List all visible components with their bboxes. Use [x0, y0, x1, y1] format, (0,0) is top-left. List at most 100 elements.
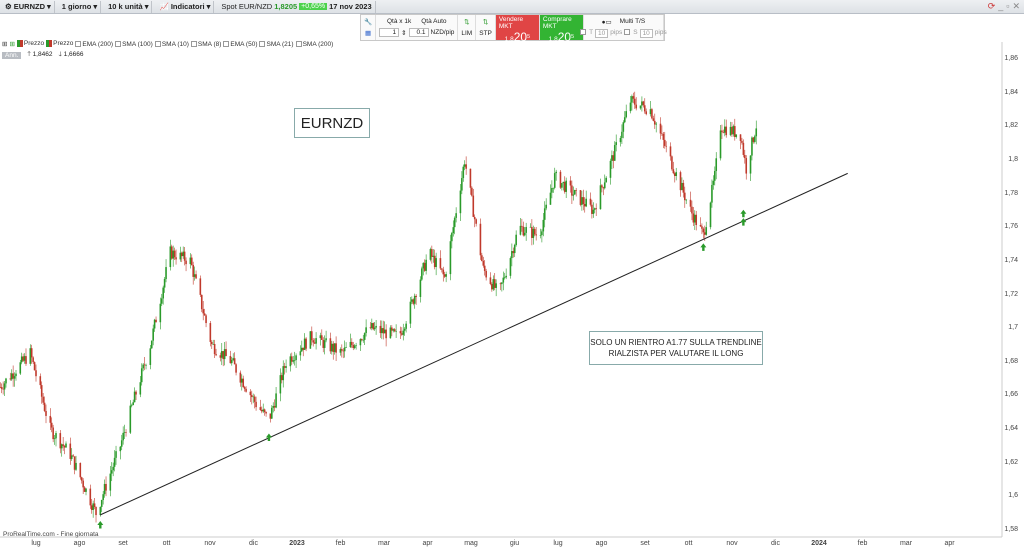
multi-toggle[interactable]: ●▭ — [601, 18, 612, 26]
s-input[interactable]: 10 — [639, 28, 653, 38]
stp-button[interactable]: ⇅ STP — [476, 15, 496, 40]
candle-body — [583, 204, 586, 207]
candle-body — [342, 350, 345, 352]
candle-body — [10, 373, 13, 380]
indicator-sma21[interactable]: SMA (21) — [259, 41, 294, 48]
candle-body — [533, 228, 536, 235]
candle-body — [612, 155, 615, 161]
indicator-sma200[interactable]: SMA (200) — [295, 41, 333, 48]
symbol-icon: ⚙ — [5, 2, 12, 11]
candle-body — [542, 219, 545, 232]
timeframe-selector[interactable]: 1 giorno ▾ — [59, 0, 102, 13]
candle-body — [335, 343, 337, 353]
candle-body — [225, 349, 227, 357]
candle-body — [105, 483, 107, 491]
buy-market-button[interactable]: Comprare MKT 1,8205 — [539, 15, 584, 44]
candle-body — [541, 231, 543, 236]
candle-body — [319, 335, 322, 339]
t-input[interactable]: 10 — [595, 28, 609, 38]
x-tick-label: ott — [162, 540, 171, 547]
candle-body — [371, 323, 373, 329]
candle-body — [195, 274, 197, 279]
candle-body — [173, 250, 176, 258]
t-checkbox[interactable] — [580, 28, 587, 35]
qty-auto-button[interactable]: Qtà Auto — [421, 17, 447, 25]
lim-button[interactable]: ⇅ LIM — [458, 15, 477, 40]
x-tick-label: 2024 — [811, 540, 827, 547]
buy-price-small: 1,8 — [548, 36, 558, 43]
chart-title-box[interactable]: EURNZD — [294, 108, 370, 138]
units-selector[interactable]: 10 k unità ▾ — [105, 0, 153, 13]
candle-body — [20, 356, 23, 363]
trendline — [100, 172, 848, 516]
candle-body — [353, 345, 356, 349]
keyboard-icon[interactable]: ▦ — [364, 30, 372, 38]
candle-body — [752, 137, 755, 142]
s-checkbox[interactable] — [624, 28, 631, 35]
zoom-in-icon[interactable]: ⊞ — [2, 41, 8, 48]
candle-body — [222, 351, 225, 360]
symbol-selector[interactable]: ⚙ EURNZD ▾ — [2, 0, 55, 13]
candle-body — [5, 378, 7, 384]
candle-body — [713, 171, 716, 181]
candle-body — [409, 301, 412, 324]
pip-input[interactable]: 0.1 — [408, 28, 429, 38]
wrench-icon[interactable]: 🔧 — [364, 18, 373, 26]
restore-icon[interactable]: ▫ — [1006, 1, 1010, 11]
candle-body — [89, 488, 92, 506]
candle-body — [483, 265, 486, 271]
candle-body — [185, 260, 187, 265]
qty-input[interactable]: 1 — [379, 28, 400, 38]
candle-body — [725, 126, 728, 136]
candle-body — [80, 477, 83, 481]
candle-body — [629, 102, 632, 112]
y-tick-label: 1,86 — [1004, 55, 1018, 62]
indicator-sma8[interactable]: SMA (8) — [190, 41, 221, 48]
candle-body — [283, 366, 286, 368]
candle-body — [33, 362, 36, 371]
indicator-price-1[interactable]: Prezzo — [16, 40, 44, 48]
candle-body — [589, 198, 592, 205]
candle-body — [229, 356, 232, 364]
stepper-icon[interactable]: ⇕ — [401, 29, 407, 37]
candle-body — [72, 455, 74, 457]
indicator-sma100[interactable]: SMA (100) — [115, 41, 153, 48]
candle-body — [585, 198, 587, 207]
add-icon[interactable]: ⊞ — [9, 41, 15, 48]
minimize-icon[interactable]: _ — [998, 1, 1004, 11]
candle-body — [123, 432, 126, 433]
candle-body — [282, 366, 285, 381]
candle-body — [312, 340, 315, 343]
candle-body — [301, 347, 303, 352]
indicator-sma10[interactable]: SMA (10) — [154, 41, 189, 48]
candle-body — [269, 413, 272, 419]
trading-panel: 🔧 ▦ Qtà x 1k Qtà Auto 1 ⇕ 0.1 NZD/pip ⇅ LIM ⇅ S… — [360, 14, 667, 44]
top-toolbar: ⚙ EURNZD ▾ 1 giorno ▾ 10 k unità ▾ 📈 Indic… — [0, 0, 1024, 14]
candle-body — [249, 391, 252, 396]
candle-body — [52, 427, 54, 440]
candle-body — [452, 227, 455, 234]
candle-body — [741, 140, 743, 143]
indicators-button[interactable]: 📈 Indicatori ▾ — [156, 0, 215, 13]
candle-body — [50, 422, 53, 428]
candle-body — [233, 358, 236, 365]
indicator-ema200[interactable]: EMA (200) — [75, 41, 113, 48]
sync-icon[interactable]: ⟳ — [987, 1, 996, 11]
candle-body — [663, 139, 666, 146]
indicator-price-2[interactable]: Prezzo — [46, 40, 73, 48]
sell-market-button[interactable]: Vendere MKT 1,8205 — [495, 15, 540, 44]
candle-body — [270, 407, 273, 419]
candle-body — [561, 183, 563, 188]
candle-body — [343, 347, 346, 352]
indicator-ema50[interactable]: EMA (50) — [223, 41, 257, 48]
candle-body — [701, 226, 703, 229]
candle-body — [179, 252, 182, 260]
annotation-note[interactable]: SOLO UN RIENTRO A1.77 SULLA TRENDLINE RIA… — [589, 331, 763, 365]
close-icon[interactable]: ✕ — [1012, 1, 1020, 11]
candle-body — [279, 375, 282, 394]
up-arrow-icon — [740, 209, 747, 218]
candle-body — [492, 279, 495, 290]
candle-body — [142, 364, 144, 369]
candle-body — [303, 338, 306, 350]
